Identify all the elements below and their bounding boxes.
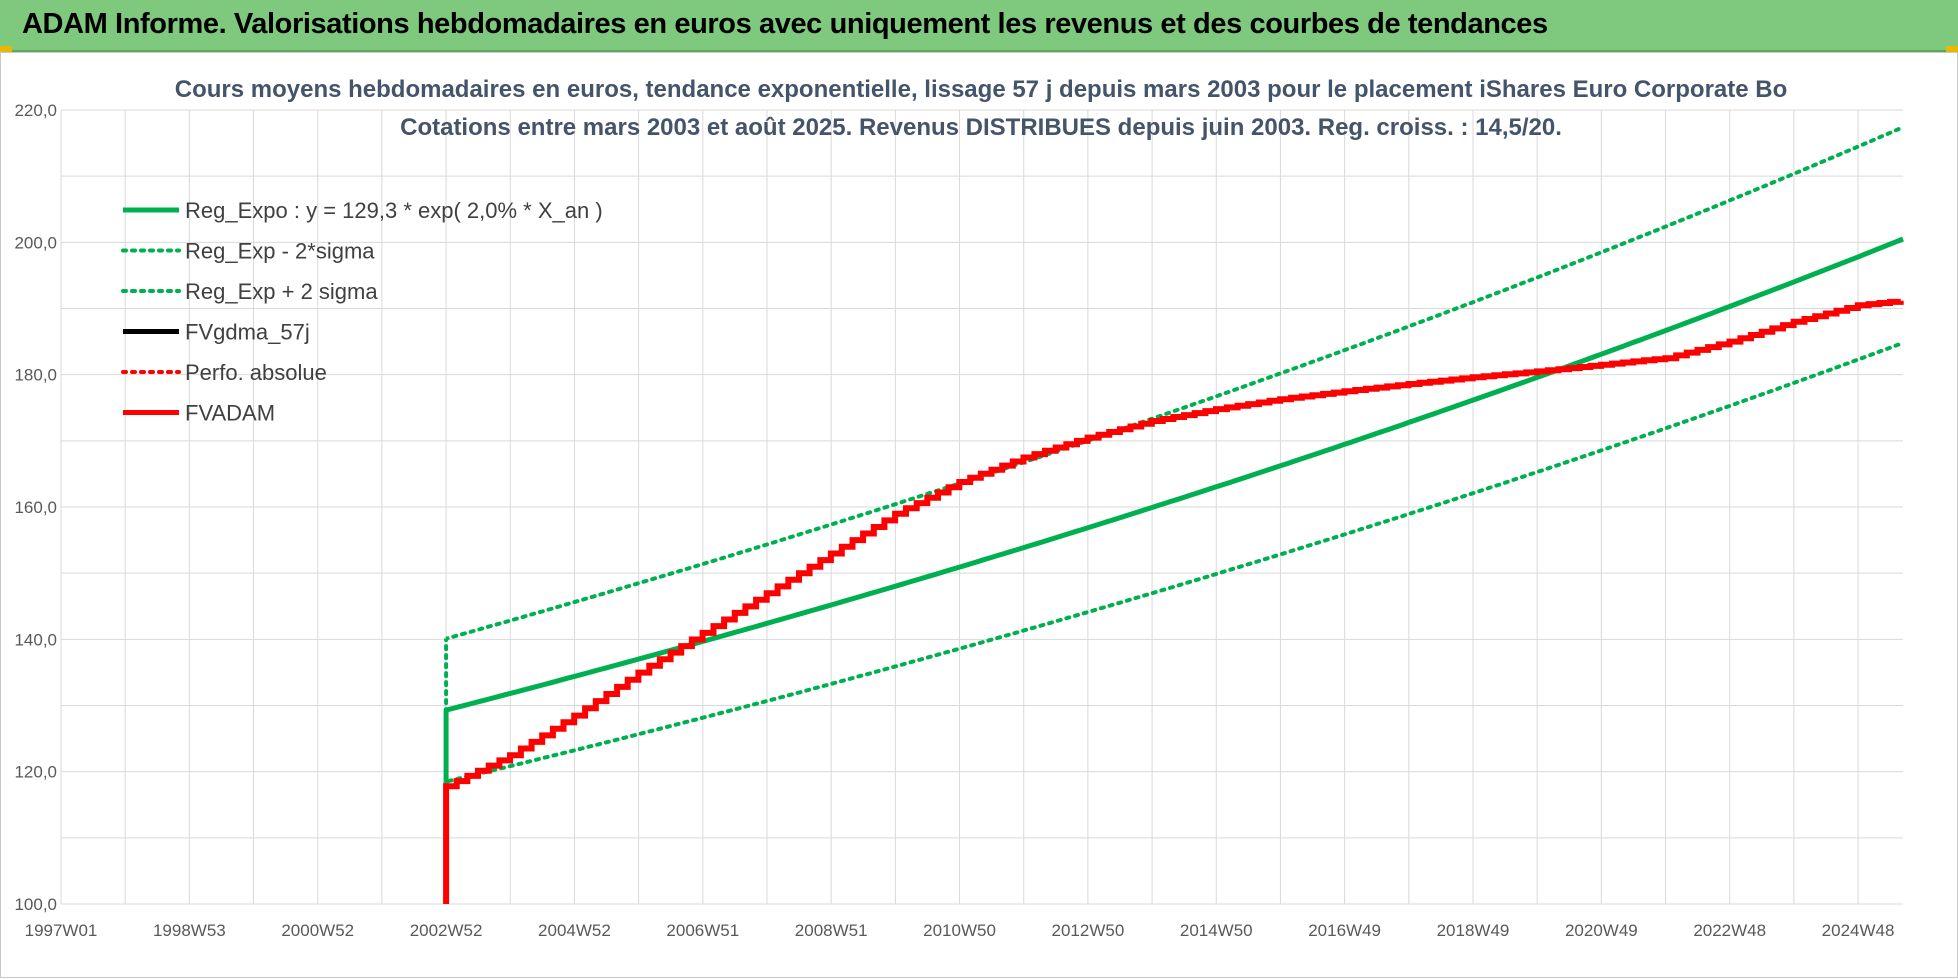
x-tick-label: 2008W51	[795, 921, 868, 940]
legend-label: FVgdma_57j	[185, 320, 310, 345]
x-tick-label: 2010W50	[923, 921, 996, 940]
chart-series	[443, 125, 1905, 904]
x-tick-label: 1998W53	[153, 921, 226, 940]
x-tick-label: 2020W49	[1565, 921, 1638, 940]
chart-frame: 100,0 120,0 140,0 160,0 180,0 200,0 220,0 1997…	[0, 52, 1958, 978]
series-line-1	[444, 340, 1905, 784]
series-line-5	[443, 298, 1904, 904]
legend-label: Reg_Exp + 2 sigma	[185, 279, 378, 304]
x-tick-label: 2012W50	[1052, 921, 1125, 940]
y-tick-label: 220,0	[14, 101, 57, 120]
x-tick-label: 2004W52	[538, 921, 611, 940]
x-tick-label: 2000W52	[281, 921, 354, 940]
legend-label: Perfo. absolue	[185, 360, 327, 385]
y-tick-label: 100,0	[14, 895, 57, 914]
x-tick-label: 2002W52	[410, 921, 483, 940]
report-title: ADAM Informe. Valorisations hebdomadaire…	[22, 8, 1548, 40]
y-tick-label: 180,0	[14, 366, 57, 385]
y-tick-label: 160,0	[14, 498, 57, 517]
y-tick-label: 200,0	[14, 233, 57, 252]
legend-label: Reg_Exp - 2*sigma	[185, 239, 375, 264]
legend-label: FVADAM	[185, 401, 275, 426]
x-tick-label: 2016W49	[1308, 921, 1381, 940]
x-tick-label: 2014W50	[1180, 921, 1253, 940]
chart-title: Cours moyens hebdomadaires en euros, ten…	[175, 76, 1788, 103]
series-line-0	[443, 236, 1904, 785]
x-tick-label: 2018W49	[1437, 921, 1510, 940]
chart-subtitle: Cotations entre mars 2003 et août 2025. …	[400, 114, 1562, 141]
y-tick-label: 120,0	[14, 763, 57, 782]
x-tick-label: 1997W01	[25, 921, 98, 940]
y-tick-label: 140,0	[14, 630, 57, 649]
line-chart: 100,0 120,0 140,0 160,0 180,0 200,0 220,0 1997…	[14, 76, 1905, 940]
x-tick-label: 2006W51	[666, 921, 739, 940]
x-axis-ticks: 1997W01 1998W53 2000W52 2002W52 2004W52 2006W…	[25, 921, 1895, 940]
x-tick-label: 2024W48	[1822, 921, 1895, 940]
series-line-2	[444, 125, 1905, 715]
legend-label: Reg_Expo : y = 129,3 * exp( 2,0% * X_an …	[185, 198, 603, 223]
chart-grid	[60, 109, 1903, 905]
y-axis-ticks: 100,0 120,0 140,0 160,0 180,0 200,0 220,0	[14, 101, 57, 914]
right-corner-marker	[1946, 46, 1958, 52]
report-banner: ADAM Informe. Valorisations hebdomadaire…	[0, 0, 1958, 52]
left-corner-marker	[0, 46, 12, 52]
x-tick-label: 2022W48	[1693, 921, 1766, 940]
chart-legend: Reg_Expo : y = 129,3 * exp( 2,0% * X_an …	[121, 198, 603, 426]
